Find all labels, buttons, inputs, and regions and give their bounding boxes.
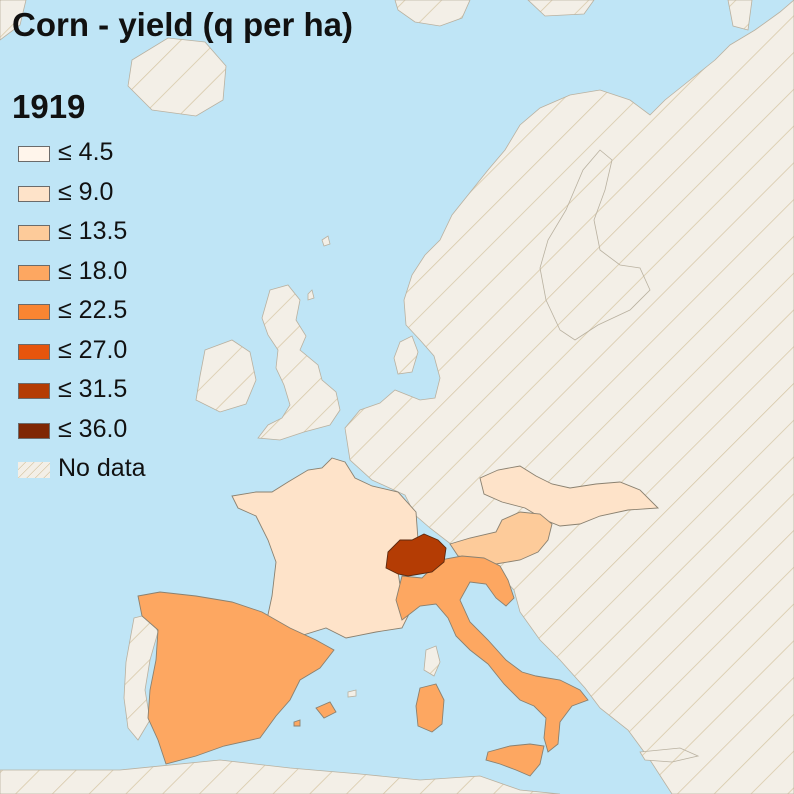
legend-swatch [18, 304, 50, 320]
menorca [347, 689, 357, 698]
greenland [0, 0, 27, 41]
region-france[interactable] [231, 457, 419, 639]
map-year: 1919 [12, 88, 86, 125]
region-italy-sicily[interactable] [485, 743, 545, 777]
legend-label: ≤ 36.0 [58, 414, 128, 443]
legend-label: ≤ 4.5 [58, 138, 114, 166]
region-spain[interactable] [137, 591, 335, 765]
great-britain [257, 284, 341, 441]
region-switzerland[interactable] [385, 533, 447, 577]
legend-swatch [18, 185, 50, 202]
legend-label: ≤ 18.0 [58, 256, 128, 285]
region-italy-sardinia[interactable] [415, 683, 445, 733]
iceland [127, 37, 227, 117]
legend-swatch [18, 225, 50, 241]
legend-swatch [18, 264, 50, 281]
north-africa [0, 759, 561, 794]
crete [639, 747, 700, 763]
legend-label: ≤ 9.0 [58, 177, 114, 206]
northern-eastern-europe [344, 0, 794, 794]
legend-swatch [18, 146, 50, 162]
region-czechoslovakia[interactable] [479, 465, 660, 527]
region-spain-mallorca[interactable] [315, 701, 337, 719]
svalbard-main [394, 0, 471, 27]
legend-label: No data [58, 454, 146, 482]
data-regions [137, 457, 660, 777]
legend-label: ≤ 31.5 [58, 375, 128, 403]
legend-swatch [18, 383, 50, 399]
legend-swatch-no-data [18, 462, 50, 478]
map-title: Corn - yield (q per ha) [12, 6, 354, 43]
ireland [195, 339, 257, 413]
legend-label: ≤ 22.5 [58, 296, 128, 324]
denmark [393, 335, 419, 375]
legend-swatch [18, 422, 50, 439]
svalbard-east [527, 0, 595, 17]
shetland [307, 289, 315, 301]
region-italy[interactable] [395, 555, 589, 753]
region-spain-ibiza[interactable] [293, 719, 301, 727]
legend-label: ≤ 27.0 [58, 335, 128, 364]
legend-label: ≤ 13.5 [58, 217, 128, 245]
novaya-zemlya [727, 0, 753, 31]
faroe [321, 235, 331, 247]
corsica [423, 645, 441, 677]
legend-swatch [18, 343, 50, 360]
